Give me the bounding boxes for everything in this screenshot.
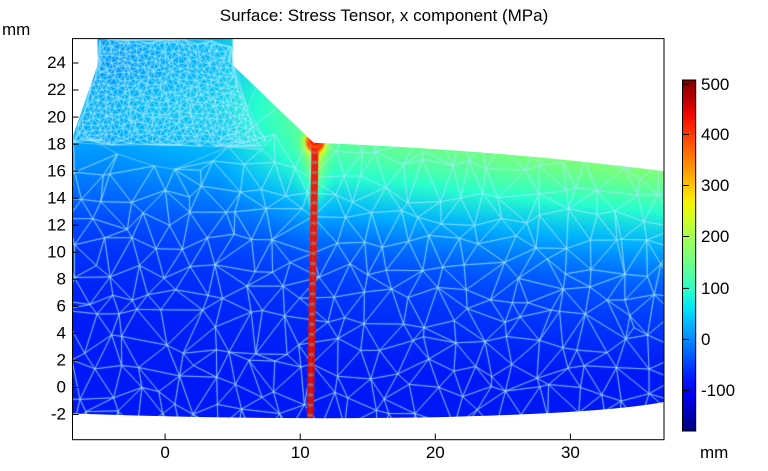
svg-text:-100: -100 [701,381,735,400]
svg-text:500: 500 [701,75,729,94]
svg-text:24: 24 [47,53,66,72]
svg-text:0: 0 [57,378,66,397]
svg-text:-2: -2 [51,405,66,424]
svg-text:18: 18 [47,135,66,154]
svg-text:10: 10 [291,443,310,462]
svg-text:0: 0 [701,330,710,349]
svg-text:8: 8 [57,270,66,289]
svg-text:30: 30 [561,443,580,462]
svg-text:22: 22 [47,80,66,99]
svg-text:20: 20 [426,443,445,462]
svg-text:mm: mm [700,443,728,462]
svg-text:14: 14 [47,189,66,208]
svg-text:4: 4 [57,324,66,343]
svg-text:6: 6 [57,297,66,316]
svg-text:16: 16 [47,162,66,181]
svg-text:mm: mm [2,20,30,39]
svg-text:100: 100 [701,279,729,298]
svg-text:0: 0 [160,443,169,462]
svg-text:20: 20 [47,108,66,127]
svg-text:400: 400 [701,125,729,144]
svg-text:300: 300 [701,176,729,195]
svg-text:12: 12 [47,216,66,235]
svg-text:10: 10 [47,243,66,262]
svg-text:2: 2 [57,351,66,370]
svg-text:200: 200 [701,227,729,246]
